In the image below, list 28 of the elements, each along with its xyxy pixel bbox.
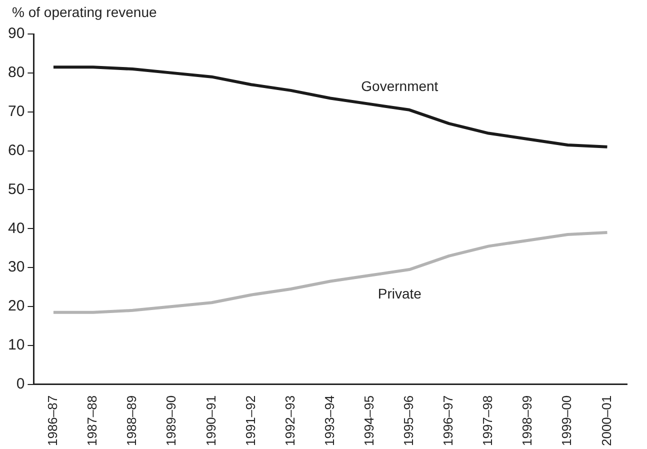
x-tick-label: 1987–88 (84, 395, 100, 446)
x-tick-label: 1993–94 (322, 395, 337, 446)
x-tick-label: 1991–92 (242, 395, 258, 446)
y-tick-label: 90 (8, 25, 25, 42)
x-tick-label: 1989–90 (164, 395, 179, 446)
y-tick-label: 30 (8, 258, 25, 276)
x-tick-label: 1992–93 (282, 395, 298, 446)
y-tick-label: 50 (8, 180, 25, 198)
x-tick-label: 1998–99 (520, 395, 535, 446)
y-tick-label: 70 (8, 103, 25, 120)
x-tick-label: 1986–87 (45, 395, 60, 446)
x-tick-label: 2000–01 (598, 395, 614, 446)
y-tick-label: 20 (8, 298, 25, 315)
y-tick-label: 80 (8, 64, 25, 82)
x-tick-label: 1997–98 (480, 395, 496, 446)
y-axis-title: % of operating revenue (12, 4, 157, 20)
series-label: Private (378, 285, 422, 302)
y-tick-label: 0 (16, 376, 25, 393)
x-tick-label: 1990–91 (203, 395, 218, 446)
series-label: Government (361, 78, 438, 94)
y-tick-label: 40 (8, 220, 25, 237)
x-tick-label: 1996–97 (440, 395, 456, 446)
x-tick-label: 1994–95 (361, 395, 376, 446)
y-tick-label: 60 (8, 142, 25, 159)
y-tick-label: 10 (8, 336, 25, 354)
x-tick-label: 1999–00 (559, 395, 574, 446)
x-tick-label: 1988–89 (124, 395, 140, 446)
x-tick-label: 1995–96 (401, 395, 416, 446)
